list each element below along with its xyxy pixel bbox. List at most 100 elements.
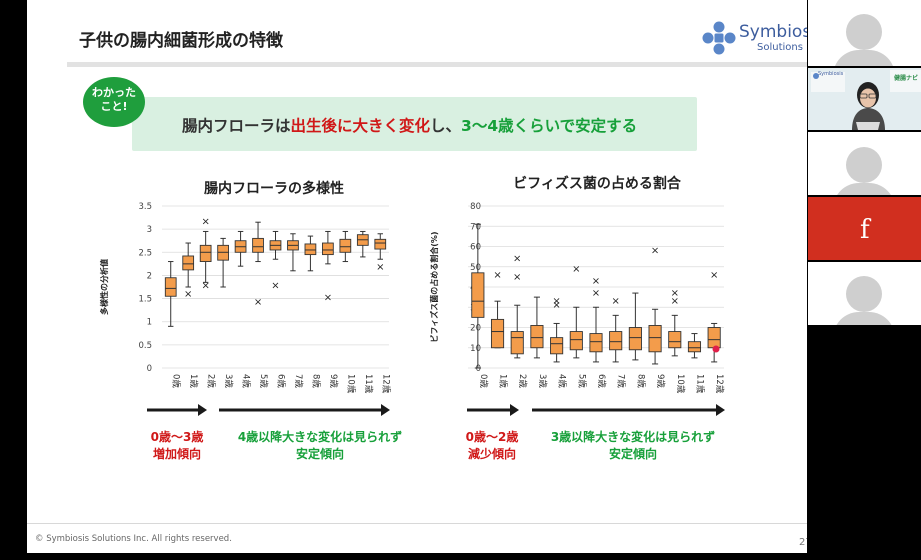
- participant-tile-3[interactable]: [808, 132, 921, 195]
- outlier-mark: ×: [671, 288, 679, 299]
- y-tick-label: 1.5: [138, 295, 152, 305]
- note-right-early-line-2: 減少傾向: [468, 446, 516, 461]
- box-iqr: [648, 325, 662, 353]
- outlier-mark: ×: [493, 270, 501, 281]
- y-tick-label: 2.5: [138, 248, 152, 258]
- badge-line-2: こと!: [100, 100, 128, 113]
- x-tick-label: 2歳: [206, 374, 217, 388]
- x-tick-label: 10歳: [345, 374, 356, 394]
- participant-tile-speaker[interactable]: Symbiosis 健腸ナビ: [808, 68, 921, 130]
- box-5歳: × 5歳: [252, 221, 269, 388]
- outlier-mark: ×: [201, 216, 209, 227]
- box-iqr: [530, 325, 544, 349]
- x-tick-label: 11歳: [363, 374, 374, 394]
- box-iqr: [339, 238, 352, 253]
- y-tick-label: 3.5: [138, 202, 152, 212]
- box-10歳: 10歳: [339, 230, 356, 394]
- box-2歳: × × 2歳: [510, 254, 528, 388]
- box-10歳: ×× 10歳: [668, 288, 686, 394]
- badge-line-1: わかった: [92, 86, 136, 99]
- outlier-mark: ×: [513, 254, 521, 265]
- y-tick-label: 10: [470, 344, 481, 354]
- outlier-mark: ×: [710, 270, 718, 281]
- speaker-video: [808, 68, 921, 130]
- box-iqr: [510, 331, 524, 355]
- note-left-early-line-2: 増加傾向: [153, 446, 201, 461]
- x-tick-label: 11歳: [694, 374, 705, 394]
- box-iqr: [569, 331, 583, 351]
- x-tick-label: 3歳: [223, 374, 234, 388]
- box-iqr: [164, 277, 177, 297]
- outlier-mark: ×: [201, 281, 209, 292]
- box-iqr: [471, 272, 485, 318]
- arrow-head-icon: [510, 404, 519, 416]
- y-tick-label: 2: [147, 271, 152, 281]
- outlier-mark: ×: [671, 296, 679, 307]
- outlier-mark: ×: [254, 297, 262, 308]
- box-9歳: × 9歳: [322, 230, 339, 388]
- x-tick-label: 1歳: [188, 374, 199, 388]
- x-tick-label: 5歳: [576, 374, 587, 388]
- box-iqr: [628, 327, 642, 351]
- box-7歳: × 7歳: [609, 296, 627, 388]
- note-right-early-line-1: 0歳〜2歳: [466, 429, 519, 444]
- x-tick-label: 5歳: [258, 374, 269, 388]
- outlier-mark: ×: [184, 289, 192, 300]
- y-tick-label: 50: [470, 263, 481, 273]
- box-iqr: [252, 237, 264, 253]
- outlier-mark: ×: [572, 264, 580, 275]
- title-divider: [67, 62, 807, 67]
- y-tick-label: 0: [476, 364, 481, 374]
- box-6歳: × 6歳: [269, 230, 287, 388]
- y-tick-label: 80: [470, 202, 481, 212]
- box-8歳: 8歳: [304, 235, 321, 388]
- y-tick-label: 20: [470, 324, 481, 334]
- x-tick-label: 7歳: [616, 374, 627, 388]
- outlier-mark: ×: [271, 281, 279, 292]
- note-left-late-line-1: 4歳以降大きな変化は見られず: [238, 429, 402, 444]
- y-axis-label: 多様性の分析値: [99, 259, 109, 315]
- avatar-icon: [846, 276, 882, 312]
- y-axis-label: ビフィズス菌の占める割合(%): [429, 231, 439, 342]
- footer-divider: [27, 523, 807, 524]
- box-iqr: [589, 333, 603, 353]
- x-tick-label: 12歳: [714, 374, 725, 394]
- key-finding-text: 腸内フローラは出生後に大きく変化し、3〜4歳くらいで安定する: [182, 114, 637, 136]
- arrow-head-icon: [716, 404, 725, 416]
- note-left-early-line-1: 0歳〜3歳: [151, 429, 204, 444]
- box-1歳: × 1歳: [490, 270, 509, 388]
- participant-tile-f[interactable]: f: [808, 197, 921, 260]
- box-iqr: [374, 238, 387, 250]
- avatar-icon: [846, 147, 882, 183]
- participant-tile-5[interactable]: [808, 262, 921, 325]
- box-11歳: 11歳: [356, 230, 374, 394]
- charts-canvas: 腸内フローラの多様性00.511.522.533.5多様性の分析値0歳×1歳××…: [99, 175, 725, 461]
- x-tick-label: 0歳: [478, 374, 489, 388]
- chart-2: ビフィズス菌の占める割合01020304050607080ビフィズス菌の占める割…: [429, 175, 725, 394]
- box-iqr: [550, 337, 564, 355]
- y-tick-label: 70: [470, 222, 481, 232]
- avatar-body: [833, 312, 895, 325]
- speaker-logo-label: Symbiosis: [818, 71, 844, 77]
- box-5歳: × 5歳: [569, 264, 587, 388]
- chart-title: ビフィズス菌の占める割合: [513, 175, 682, 192]
- x-tick-label: 12歳: [380, 374, 391, 394]
- outlier-mark: ×: [513, 272, 521, 283]
- arrow-right-early: [467, 404, 519, 416]
- pointer-dot-icon: [712, 345, 720, 353]
- chart-title: 腸内フローラの多様性: [204, 180, 344, 197]
- speaker-brand-label: 健腸ナビ: [894, 75, 919, 82]
- participant-tile-1[interactable]: [808, 0, 921, 66]
- box-12歳: × 12歳: [707, 270, 725, 394]
- box-3歳: 3歳: [217, 237, 234, 388]
- x-tick-label: 8歳: [310, 374, 321, 388]
- logo-subtitle: Solutions: [757, 42, 803, 53]
- box-iqr: [490, 318, 505, 349]
- symbiosis-logo-icon: [702, 21, 736, 55]
- avatar-icon: [846, 14, 882, 50]
- box-4歳: ×× 4歳: [550, 296, 568, 388]
- found-badge: わかった こと!: [83, 77, 145, 127]
- finding-highlight-green: 3〜4歳くらいで安定する: [461, 117, 638, 135]
